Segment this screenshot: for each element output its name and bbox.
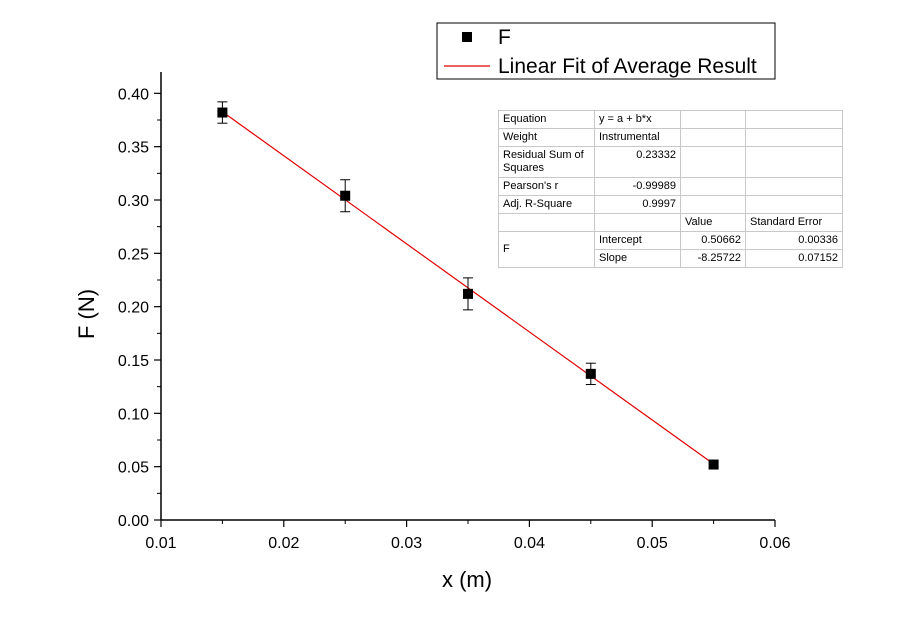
x-tick-label: 0.06: [759, 535, 790, 552]
equation-value: y = a + b*x: [594, 110, 681, 129]
y-tick-label: 0.40: [118, 86, 149, 103]
data-point: [708, 459, 719, 470]
table-row: Value Standard Error: [498, 213, 843, 232]
table-row: Slope -8.25722 0.07152: [499, 249, 843, 268]
x-tick-label: 0.05: [637, 535, 668, 552]
x-tick-label: 0.01: [145, 535, 176, 552]
weight-label: Weight: [498, 128, 595, 147]
x-tick-label: 0.03: [391, 535, 422, 552]
legend: F Linear Fit of Average Result: [436, 22, 776, 80]
y-tick-label: 0.25: [118, 246, 149, 263]
points: [217, 101, 719, 470]
y-tick-label: 0.35: [118, 140, 149, 157]
adj-r-square-label: Adj. R-Square: [498, 195, 595, 214]
data-point: [217, 107, 228, 118]
intercept-error: 0.00336: [745, 231, 843, 250]
group-label: F: [498, 231, 595, 268]
slope-label: Slope: [594, 249, 681, 268]
standard-error-header: Standard Error: [745, 213, 843, 232]
y-tick-label: 0.05: [118, 460, 149, 477]
value-header: Value: [680, 213, 746, 232]
y-tick-label: 0.15: [118, 353, 149, 370]
table-row: Weight Instrumental: [498, 128, 843, 147]
intercept-value: 0.50662: [680, 231, 746, 250]
y-tick-label: 0.10: [118, 406, 149, 423]
ticks: 0.01 0.02 0.03 0.04 0.05 0.06 0.00 0.05 0.10 0.15…: [118, 86, 791, 552]
adj-r-square-value: 0.9997: [594, 195, 681, 214]
table-row: F Intercept 0.50662 0.00336: [498, 231, 843, 268]
table-row: Pearson's r -0.99989: [498, 177, 843, 196]
slope-error: 0.07152: [745, 249, 843, 268]
y-tick-label: 0.20: [118, 300, 149, 317]
pearson-label: Pearson's r: [498, 177, 595, 196]
legend-marker-f: [462, 32, 472, 42]
slope-value: -8.25722: [680, 249, 746, 268]
y-tick-label: 0.00: [118, 513, 149, 530]
rss-value: 0.23332: [594, 146, 681, 178]
y-axis-title: F (N): [74, 289, 99, 339]
table-row: Equation y = a + b*x: [498, 110, 843, 129]
data-point: [340, 190, 351, 201]
x-tick-label: 0.02: [268, 535, 299, 552]
data-point: [585, 368, 596, 379]
weight-value: Instrumental: [594, 128, 681, 147]
table-row: Adj. R-Square 0.9997: [498, 195, 843, 214]
legend-box: [436, 22, 776, 80]
legend-label-fit: Linear Fit of Average Result: [498, 55, 757, 78]
data-point: [463, 288, 473, 299]
y-tick-label: 0.30: [118, 193, 149, 210]
intercept-label: Intercept: [594, 231, 681, 250]
legend-label-f: F: [498, 26, 511, 49]
equation-label: Equation: [498, 110, 595, 129]
x-tick-label: 0.04: [514, 535, 545, 552]
x-axis-title: x (m): [442, 567, 492, 592]
table-row: Residual Sum of Squares 0.23332: [498, 146, 843, 178]
fit-statistics-table: Equation y = a + b*x Weight Instrumental…: [498, 110, 843, 268]
rss-label: Residual Sum of Squares: [498, 146, 595, 178]
pearson-value: -0.99989: [594, 177, 681, 196]
